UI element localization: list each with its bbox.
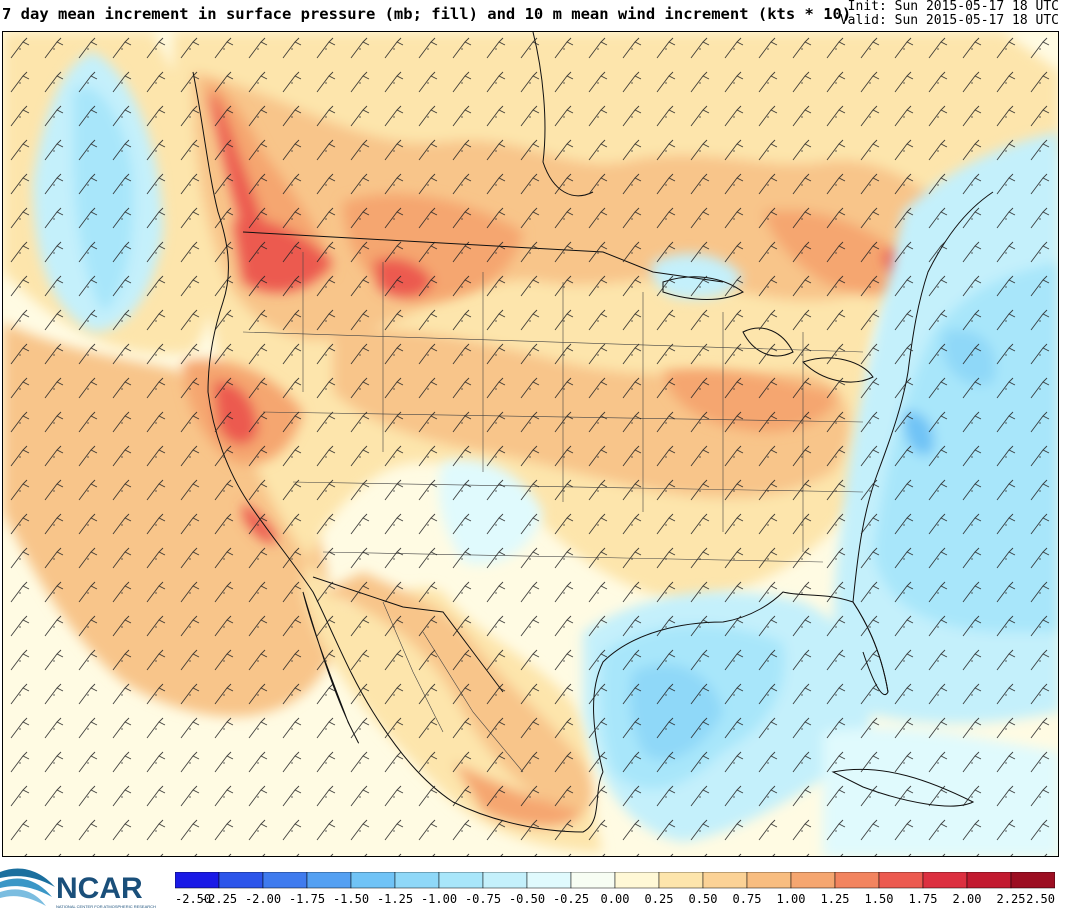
colorbar: -2.50-2.25 -2.00 -1.75 -1.50 -1.25 -1.00 -0.75… — [175, 872, 1055, 906]
colorbar-label: -2.25 — [201, 892, 237, 906]
colorbar-label: -0.75 — [465, 892, 501, 906]
run-info: Init: Sun 2015-05-17 18 UTC Valid: Sun 2… — [840, 0, 1059, 28]
colorbar-label: 1.00 — [777, 892, 806, 906]
colorbar-cells — [175, 872, 1055, 889]
colorbar-cell — [350, 872, 396, 889]
colorbar-label: 2.50 — [1026, 892, 1055, 906]
colorbar-label: -1.75 — [289, 892, 325, 906]
colorbar-label: 0.25 — [645, 892, 674, 906]
colorbar-cell — [482, 872, 528, 889]
colorbar-cell — [218, 872, 264, 889]
colorbar-label: 1.25 — [821, 892, 850, 906]
pressure-wind-map — [2, 31, 1059, 857]
colorbar-cell — [746, 872, 792, 889]
colorbar-label: 0.75 — [733, 892, 762, 906]
colorbar-cell — [306, 872, 352, 889]
colorbar-label: 0.50 — [689, 892, 718, 906]
colorbar-cell — [966, 872, 1012, 889]
calm-dots — [3, 32, 1058, 856]
colorbar-label: -2.50 — [175, 892, 211, 906]
colorbar-labels: -2.50-2.25 -2.00 -1.75 -1.50 -1.25 -1.00 -0.75… — [175, 892, 1055, 906]
map-title: 7 day mean increment in surface pressure… — [2, 5, 852, 23]
colorbar-cell — [1010, 872, 1055, 889]
colorbar-cell — [702, 872, 748, 889]
colorbar-cell — [526, 872, 572, 889]
ncar-wordmark: NCAR — [56, 872, 143, 905]
colorbar-cell — [834, 872, 880, 889]
colorbar-label: 1.50 — [865, 892, 894, 906]
colorbar-cell — [175, 872, 220, 889]
colorbar-cell — [438, 872, 484, 889]
colorbar-label: -1.00 — [421, 892, 457, 906]
ncar-subtext: NATIONAL CENTER FOR ATMOSPHERIC RESEARCH — [56, 904, 156, 909]
colorbar-label: -0.50 — [509, 892, 545, 906]
colorbar-cell — [394, 872, 440, 889]
ncar-logo: NCAR NATIONAL CENTER FOR ATMOSPHERIC RES… — [0, 868, 156, 909]
colorbar-cell — [922, 872, 968, 889]
colorbar-label: -1.25 — [377, 892, 413, 906]
valid-time: Valid: Sun 2015-05-17 18 UTC — [839, 13, 1059, 28]
colorbar-label: -2.00 — [245, 892, 281, 906]
colorbar-cell — [878, 872, 924, 889]
colorbar-cell — [790, 872, 836, 889]
init-time: Init: Sun 2015-05-17 18 UTC — [847, 0, 1059, 14]
colorbar-label: 0.00 — [601, 892, 630, 906]
colorbar-label: 2.25 — [997, 892, 1026, 906]
colorbar-label: 1.75 — [909, 892, 938, 906]
colorbar-cell — [658, 872, 704, 889]
colorbar-label: -0.25 — [553, 892, 589, 906]
map-canvas — [3, 32, 1058, 856]
colorbar-cell — [614, 872, 660, 889]
colorbar-cell — [262, 872, 308, 889]
colorbar-label: -1.50 — [333, 892, 369, 906]
colorbar-label: 2.00 — [953, 892, 982, 906]
colorbar-cell — [570, 872, 616, 889]
